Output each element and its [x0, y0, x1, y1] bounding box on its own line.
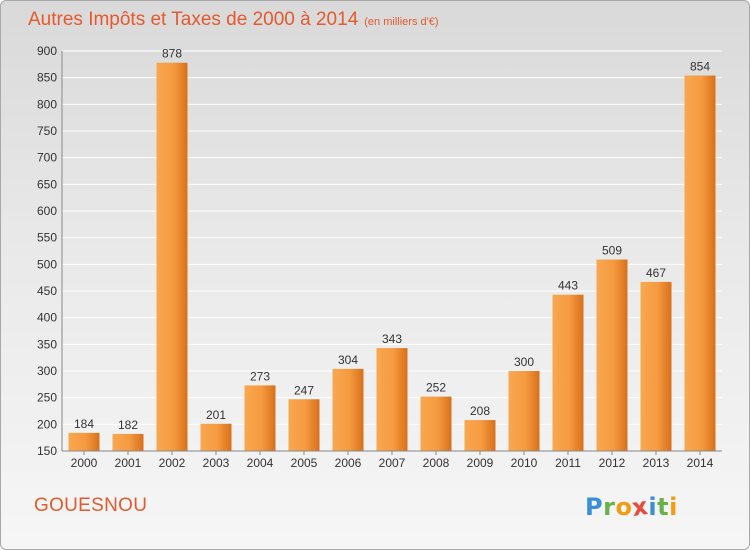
- bar: [68, 432, 100, 451]
- x-tick-label: 2009: [467, 456, 494, 470]
- bar-value-label: 509: [602, 244, 622, 258]
- x-tick-label: 2005: [291, 456, 318, 470]
- logo-letter: P: [585, 493, 604, 521]
- logo-letter: o: [615, 493, 633, 521]
- y-tick-label: 600: [37, 204, 57, 218]
- bar: [244, 385, 276, 451]
- bar-value-label: 247: [294, 383, 314, 397]
- logo-letter: i: [648, 493, 658, 521]
- x-tick-label: 2008: [423, 456, 450, 470]
- y-tick-label: 250: [37, 391, 57, 405]
- bar: [288, 399, 320, 451]
- bar-value-label: 182: [118, 418, 138, 432]
- bar: [420, 396, 452, 451]
- y-tick-label: 300: [37, 364, 57, 378]
- y-tick-label: 400: [37, 311, 57, 325]
- bar: [156, 62, 188, 451]
- bar-value-label: 184: [74, 417, 94, 431]
- y-tick-label: 450: [37, 284, 57, 298]
- chart-subtitle: (en milliers d'€): [364, 16, 439, 28]
- x-tick-label: 2002: [159, 456, 186, 470]
- bar: [332, 368, 364, 451]
- y-tick-label: 700: [37, 151, 57, 165]
- bar: [684, 75, 716, 452]
- bar-value-label: 273: [250, 369, 270, 383]
- y-tick-label: 550: [37, 231, 57, 245]
- bar-value-label: 208: [470, 404, 490, 418]
- logo-letter: i: [669, 493, 678, 521]
- commune-name: GOUESNOU: [34, 495, 148, 516]
- chart-title-text: Autres Impôts et Taxes de 2000 à 2014: [28, 9, 359, 30]
- x-tick-label: 2014: [687, 456, 714, 470]
- y-tick-label: 650: [37, 177, 57, 191]
- x-tick-label: 2006: [335, 456, 362, 470]
- bars: 184 182 878 201 273 247 304 343 252 208 300 443 509 4…: [68, 47, 716, 452]
- x-tick-label: 2004: [247, 456, 274, 470]
- y-tick-label: 800: [37, 97, 57, 111]
- y-tick-label: 850: [37, 71, 57, 85]
- bar: [112, 433, 144, 451]
- bar-value-label: 300: [514, 355, 534, 369]
- x-tick-label: 2013: [643, 456, 670, 470]
- logo-letter: t: [657, 493, 670, 521]
- x-tick-label: 2003: [203, 456, 230, 470]
- bar: [552, 294, 584, 451]
- bar: [376, 348, 408, 451]
- bar-value-label: 878: [162, 47, 182, 61]
- y-tick-label: 150: [37, 444, 57, 458]
- proxiti-logo: Proxiti: [585, 492, 678, 522]
- x-tick-label: 2011: [555, 456, 581, 470]
- chart-title: Autres Impôts et Taxes de 2000 à 2014 (en…: [28, 9, 439, 31]
- x-tick-label: 2000: [71, 456, 98, 470]
- y-tick-label: 350: [37, 337, 57, 351]
- bar: [200, 423, 232, 451]
- bar-value-label: 343: [382, 332, 402, 346]
- logo-letter: r: [603, 493, 616, 521]
- y-tick-label: 750: [37, 124, 57, 138]
- x-tick-label: 2012: [599, 456, 626, 470]
- bar-value-label: 304: [338, 353, 358, 367]
- bar-value-label: 854: [690, 60, 710, 74]
- logo-letter: x: [630, 492, 651, 522]
- bar: [640, 281, 672, 451]
- bar-value-label: 467: [646, 266, 666, 280]
- y-tick-label: 500: [37, 257, 57, 271]
- bar-value-label: 201: [206, 408, 226, 422]
- x-tick-label: 2007: [379, 456, 406, 470]
- y-axis: 150 200 250 300 350 400 450 500 550 600 650 700 750 8…: [37, 44, 63, 458]
- bar: [464, 420, 496, 451]
- x-tick-label: 2001: [115, 456, 142, 470]
- x-tick-label: 2010: [511, 456, 538, 470]
- x-axis: 2000 2001 2002 2003 2004 2005 2006 2007 2008 2009…: [62, 450, 722, 470]
- bar: [508, 371, 540, 451]
- y-tick-label: 900: [37, 44, 57, 58]
- bar: [596, 259, 628, 451]
- bar-value-label: 443: [558, 279, 578, 293]
- bar-value-label: 252: [426, 381, 446, 395]
- y-tick-label: 200: [37, 417, 57, 431]
